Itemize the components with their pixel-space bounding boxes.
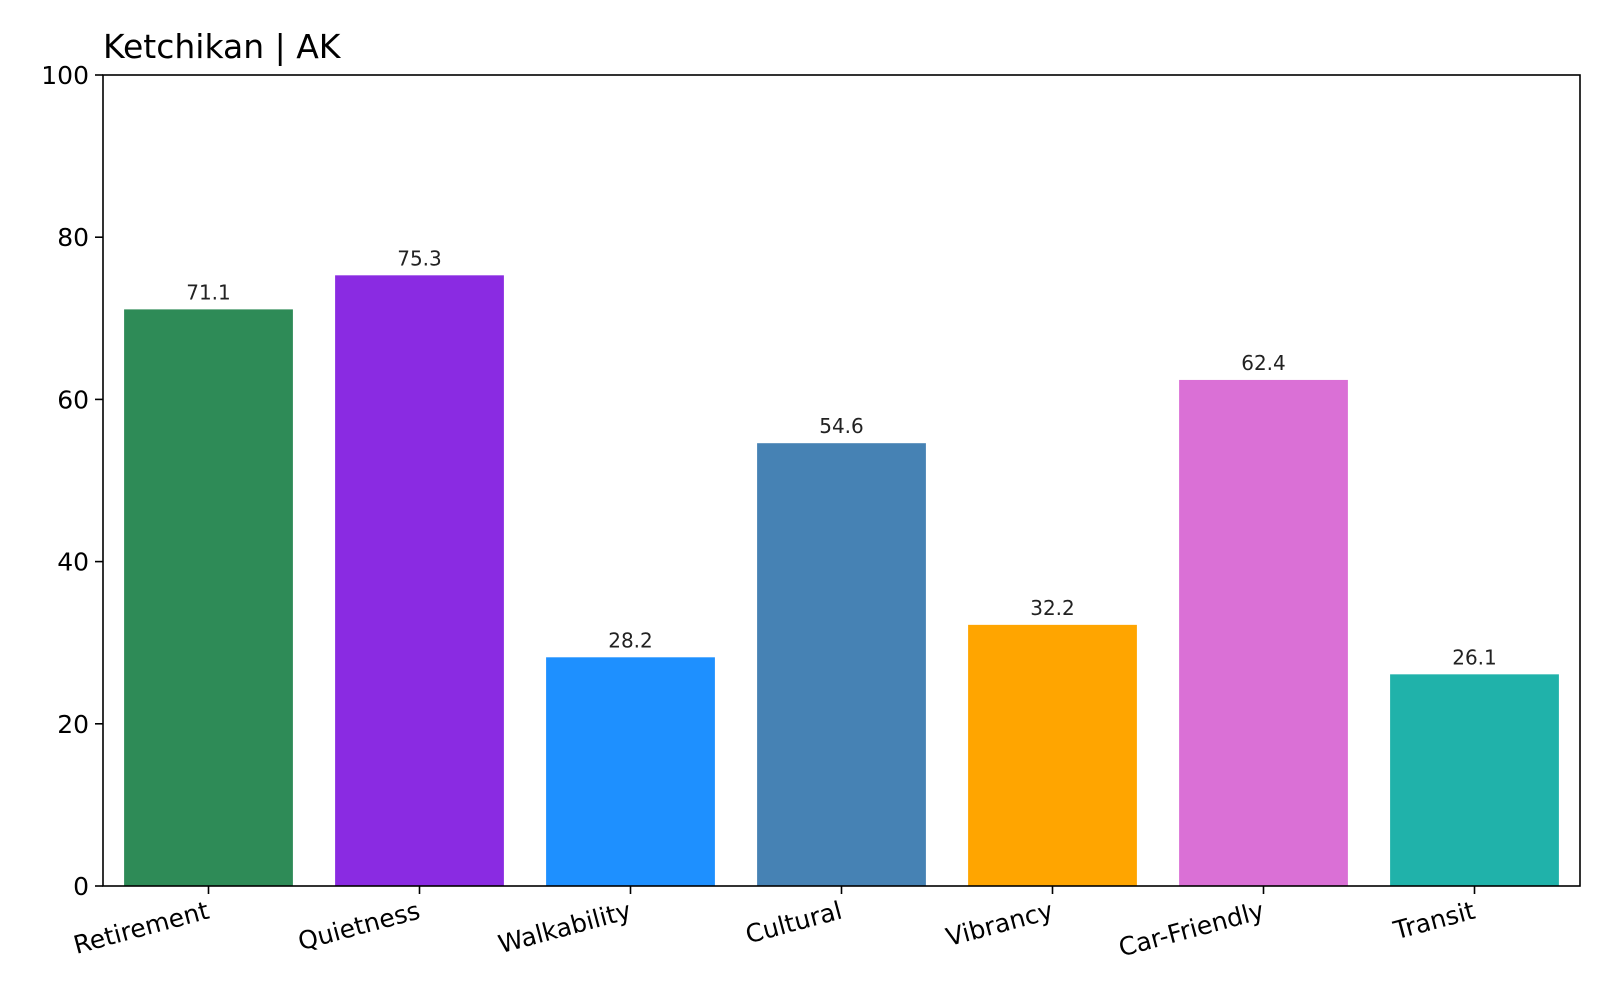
bar-car-friendly xyxy=(1179,379,1348,886)
bar-value-label: 54.6 xyxy=(819,414,864,438)
x-category-label: Vibrancy xyxy=(943,896,1056,952)
value-labels-group: 71.1 75.3 28.2 54.6 32.2 62.4 26.1 xyxy=(186,246,1497,669)
y-tick-label: 0 xyxy=(73,872,89,901)
x-category-label: Quietness xyxy=(295,896,423,956)
bar-value-label: 32.2 xyxy=(1030,596,1075,620)
y-axis: 0 20 40 60 80 100 xyxy=(41,61,103,901)
y-tick-label: 40 xyxy=(57,548,89,577)
chart-title: Ketchikan | AK xyxy=(103,27,342,66)
bar-value-label: 71.1 xyxy=(186,280,231,304)
bar-vibrancy xyxy=(968,624,1137,886)
bar-value-label: 28.2 xyxy=(608,628,653,652)
x-category-label: Transit xyxy=(1390,896,1479,946)
y-tick-label: 60 xyxy=(57,385,89,414)
bar-cultural xyxy=(757,443,926,886)
x-category-label: Cultural xyxy=(742,896,845,949)
y-tick-label: 20 xyxy=(57,710,89,739)
plot-frame xyxy=(102,74,1581,887)
x-category-label: Car-Friendly xyxy=(1116,896,1268,963)
bar-value-label: 62.4 xyxy=(1241,351,1286,375)
bar-value-label: 26.1 xyxy=(1452,645,1497,669)
bar-quietness xyxy=(335,275,504,886)
bar-value-label: 75.3 xyxy=(397,246,442,270)
bars-group xyxy=(124,275,1559,886)
bar-transit xyxy=(1390,674,1559,886)
y-tick-label: 80 xyxy=(57,223,89,252)
x-category-label: Retirement xyxy=(70,896,212,960)
x-category-label: Walkability xyxy=(495,896,634,959)
y-tick-label: 100 xyxy=(41,61,89,90)
bar-walkability xyxy=(546,657,715,886)
x-axis: Retirement Quietness Walkability Cultural Vi… xyxy=(70,886,1478,962)
bar-retirement xyxy=(124,309,293,886)
